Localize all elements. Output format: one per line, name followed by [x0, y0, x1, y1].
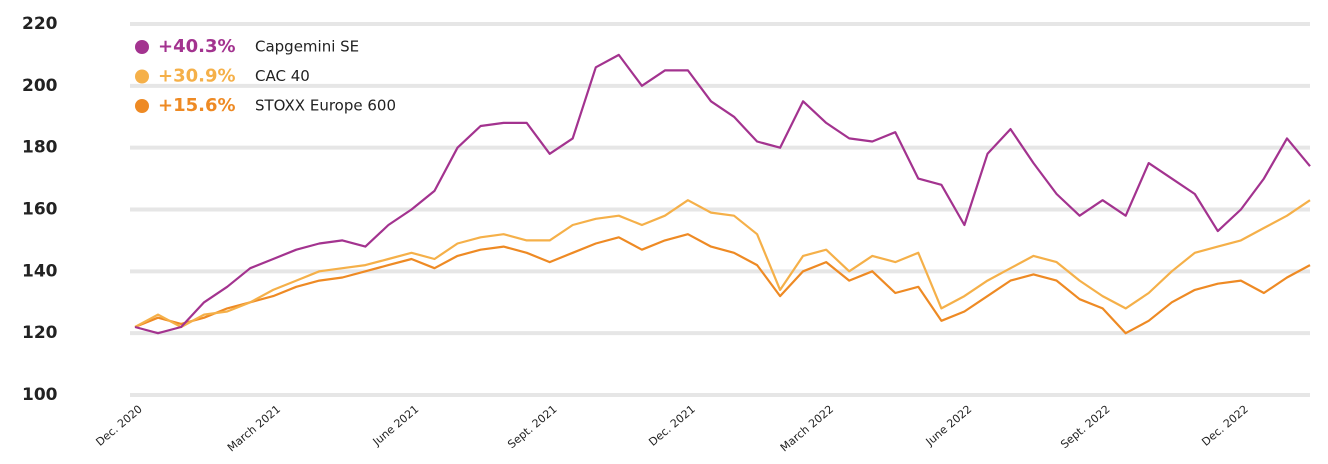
series-line: [134, 53, 1311, 335]
legend-label: CAC 40: [255, 67, 310, 85]
series-line: [134, 199, 1311, 329]
x-tick-label: March 2022: [778, 403, 836, 455]
legend-change: +15.6%: [158, 95, 236, 116]
x-tick-label: Sept. 2022: [1058, 403, 1112, 452]
y-tick-label: 200: [22, 76, 58, 96]
x-tick-label: Dec. 2020: [93, 403, 144, 449]
y-tick-label: 220: [22, 14, 58, 34]
y-tick-label: 120: [22, 323, 58, 343]
legend-marker: [135, 69, 149, 84]
legend-marker: [135, 40, 149, 54]
legend-label: STOXX Europe 600: [255, 97, 396, 115]
y-tick-label: 100: [22, 385, 58, 405]
legend-item: +15.6% STOXX Europe 600: [135, 95, 396, 116]
x-tick-label: June 2021: [370, 403, 422, 449]
x-tick-label: Dec. 2021: [646, 403, 697, 449]
x-tick-label: March 2021: [225, 403, 283, 455]
legend-item: +30.9% CAC 40: [135, 66, 310, 87]
x-tick-label: June 2022: [923, 403, 975, 449]
x-tick-label: Dec. 2022: [1199, 403, 1250, 449]
legend-item: +40.3% Capgemini SE: [135, 36, 359, 57]
legend-label: Capgemini SE: [255, 38, 359, 56]
legend-marker: [135, 99, 149, 113]
y-tick-label: 140: [22, 261, 58, 281]
y-tick-label: 180: [22, 138, 58, 158]
legend-change: +40.3%: [158, 36, 236, 57]
y-tick-label: 160: [22, 200, 58, 220]
x-tick-label: Sept. 2021: [505, 403, 559, 452]
series-line: [134, 233, 1311, 335]
legend-change: +30.9%: [158, 66, 236, 87]
